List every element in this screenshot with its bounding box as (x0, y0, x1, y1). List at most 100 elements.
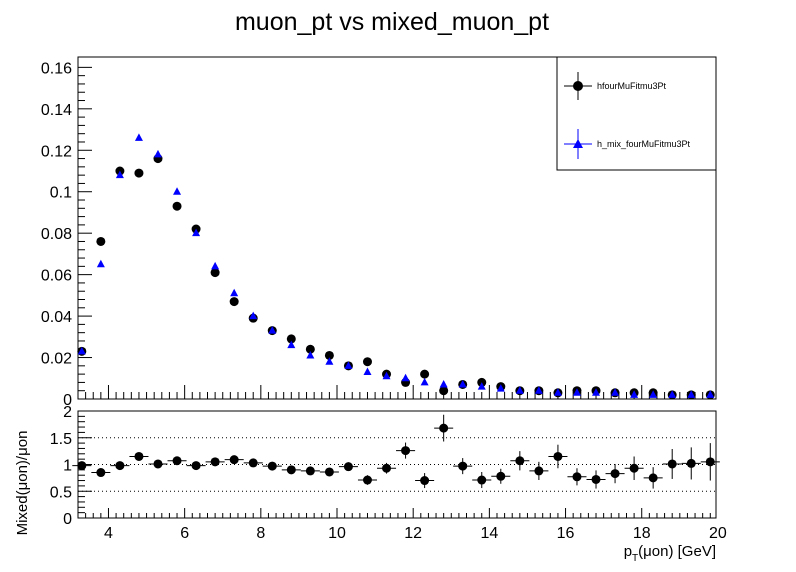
ratio-data-point (553, 451, 563, 461)
x-tick-label: 4 (104, 525, 113, 542)
data-point-triangle (153, 149, 162, 158)
ratio-data-point (77, 461, 87, 471)
top-y-tick-label: 0.16 (41, 60, 72, 77)
ratio-data-point (591, 474, 601, 484)
x-tick-label: 20 (709, 525, 727, 542)
data-point-triangle (249, 311, 258, 320)
ratio-data-point (191, 461, 201, 471)
data-point-circle (362, 357, 372, 367)
data-point-triangle (268, 326, 277, 334)
ratio-gridlines (78, 437, 716, 492)
data-point-triangle (420, 377, 429, 386)
ratio-data-point (172, 456, 182, 466)
data-point-triangle (287, 340, 296, 349)
top-y-tick-label: 0.12 (41, 143, 72, 160)
legend-marker-circle (573, 81, 583, 91)
data-point-triangle (77, 346, 86, 355)
x-tick-label: 6 (180, 525, 189, 542)
data-point-triangle (363, 367, 372, 376)
x-tick-label: 16 (557, 525, 575, 542)
data-point-triangle (687, 390, 696, 398)
data-point-triangle (668, 390, 677, 398)
ratio-data-point (705, 457, 715, 467)
data-point-circle (324, 350, 334, 360)
ratio-data-point (572, 472, 582, 482)
ratio-data-point (610, 469, 620, 479)
top-y-tick-label: 0.06 (41, 268, 72, 285)
data-point-triangle (572, 388, 581, 396)
legend-label-1: hfourMuFitmu3Pt (597, 81, 667, 91)
ratio-data-point (629, 463, 639, 473)
data-point-triangle (344, 361, 353, 369)
top-y-tick-label: 0.02 (41, 351, 72, 368)
data-point-circle (305, 344, 315, 354)
ratio-y-tick-label: 0 (63, 511, 72, 528)
ratio-data-point (362, 475, 372, 485)
data-point-triangle (173, 187, 182, 195)
top-y-axis: 0 0.02 0.04 0.06 0.08 0.1 0.12 0.14 0.16 (41, 60, 92, 409)
data-point-triangle (230, 288, 239, 297)
ratio-data-point (401, 446, 411, 456)
data-point-triangle (115, 170, 124, 179)
ratio-y-tick-label: 2 (63, 404, 72, 421)
ratio-data-point (534, 466, 544, 476)
data-point-triangle (630, 390, 639, 398)
data-point-triangle (401, 373, 410, 382)
data-point-triangle (458, 379, 467, 388)
ratio-y-axis: 0 0.5 1 1.5 2 (50, 404, 92, 528)
data-point-triangle (325, 357, 334, 365)
data-point-triangle (211, 261, 220, 270)
ratio-data-series (72, 414, 720, 489)
ratio-data-point (324, 467, 334, 477)
ratio-y-tick-label: 1.5 (50, 431, 72, 448)
ratio-data-point (515, 456, 525, 466)
ratio-data-point (210, 457, 220, 467)
ratio-data-point (343, 462, 353, 472)
x-tick-label: 12 (404, 525, 422, 542)
ratio-data-point (229, 455, 239, 465)
ratio-data-point (115, 461, 125, 471)
data-point-triangle (134, 133, 143, 141)
ratio-y-tick-label: 1 (63, 458, 72, 475)
ratio-data-point (667, 459, 677, 469)
data-point-circle (210, 268, 220, 278)
x-tick-label: 14 (480, 525, 498, 542)
ratio-y-axis-label: Mixed(μon)/μon (14, 431, 31, 536)
data-point-circle (439, 386, 449, 396)
data-point-circle (172, 201, 182, 211)
ratio-data-point (305, 466, 315, 476)
ratio-x-axis: 4 6 8 10 12 14 16 18 20 (85, 508, 727, 542)
data-point-triangle (439, 379, 448, 388)
data-point-circle (229, 297, 239, 307)
ratio-data-point (96, 468, 106, 478)
data-point-circle (420, 369, 430, 379)
ratio-data-point (496, 471, 506, 481)
chart-title: muon_pt vs mixed_muon_pt (235, 8, 549, 36)
top-y-tick-label: 0.04 (41, 309, 72, 326)
top-y-tick-label: 0 (63, 392, 72, 409)
data-point-triangle (382, 371, 391, 380)
top-y-tick-label: 0.1 (50, 185, 72, 202)
ratio-data-point (134, 451, 144, 461)
ratio-data-point (153, 459, 163, 469)
data-point-triangle (477, 382, 486, 390)
data-point-triangle (192, 228, 201, 237)
ratio-data-point (248, 458, 258, 468)
ratio-data-point (439, 423, 449, 433)
top-plot-frame (77, 56, 717, 400)
legend-label-2: h_mix_fourMuFitmu3Pt (597, 139, 691, 149)
ratio-data-point (458, 461, 468, 471)
ratio-data-point (267, 461, 277, 471)
data-point-triangle (611, 388, 620, 396)
ratio-data-point (382, 463, 392, 473)
data-point-triangle (592, 388, 601, 396)
top-y-tick-label: 0.14 (41, 102, 72, 119)
data-point-triangle (496, 384, 505, 392)
legend: hfourMuFitmu3Pt h_mix_fourMuFitmu3Pt (556, 56, 717, 171)
ratio-data-point (648, 473, 658, 483)
x-tick-label: 10 (328, 525, 346, 542)
ratio-data-point (686, 458, 696, 468)
data-point-triangle (515, 386, 524, 394)
x-axis-label: pT(μon) [GeV] (624, 543, 716, 564)
